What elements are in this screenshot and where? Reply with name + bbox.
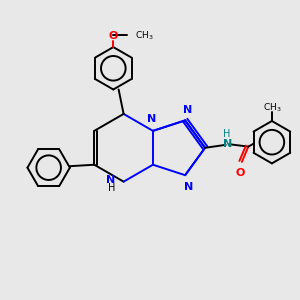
Text: N: N <box>184 105 193 115</box>
Text: O: O <box>109 31 118 40</box>
Text: H: H <box>108 183 116 193</box>
Text: H: H <box>224 129 231 139</box>
Text: CH$_3$: CH$_3$ <box>134 29 153 42</box>
Text: N: N <box>106 175 116 185</box>
Text: N: N <box>223 139 232 149</box>
Text: N: N <box>147 114 156 124</box>
Text: CH$_3$: CH$_3$ <box>262 101 281 114</box>
Text: N: N <box>184 182 193 192</box>
Text: O: O <box>236 168 245 178</box>
